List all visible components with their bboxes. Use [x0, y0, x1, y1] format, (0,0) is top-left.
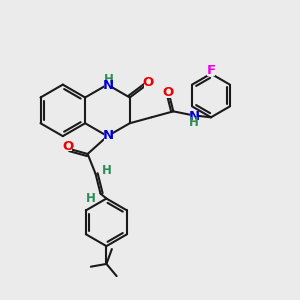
- Text: O: O: [62, 140, 74, 152]
- Text: H: H: [103, 73, 113, 86]
- Text: H: H: [101, 164, 111, 177]
- Bar: [104, 74, 112, 85]
- Bar: [103, 165, 110, 176]
- Bar: [164, 87, 172, 98]
- Text: N: N: [103, 129, 114, 142]
- Bar: [207, 65, 215, 76]
- Bar: [144, 77, 152, 88]
- Text: O: O: [142, 76, 153, 89]
- Bar: [190, 111, 198, 122]
- Bar: [64, 141, 72, 152]
- Text: F: F: [206, 64, 215, 77]
- Bar: [190, 117, 198, 128]
- Text: H: H: [86, 192, 95, 205]
- Bar: [104, 130, 112, 141]
- Text: N: N: [103, 79, 114, 92]
- Text: N: N: [189, 110, 200, 123]
- Text: H: H: [189, 116, 199, 129]
- Text: O: O: [163, 86, 174, 99]
- Bar: [104, 80, 112, 91]
- Bar: [87, 193, 94, 204]
